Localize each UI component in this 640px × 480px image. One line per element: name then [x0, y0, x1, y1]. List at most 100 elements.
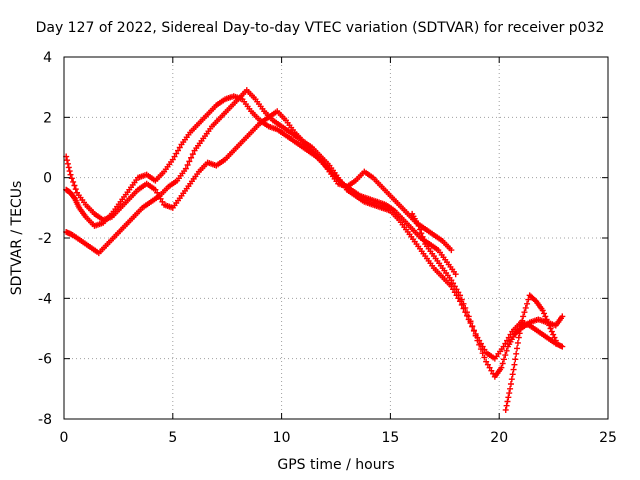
- data-point: [519, 317, 526, 324]
- data-point: [476, 341, 483, 348]
- data-point: [186, 158, 193, 165]
- data-point: [64, 160, 71, 167]
- data-point: [460, 300, 467, 307]
- data-point: [515, 334, 522, 341]
- data-point: [472, 332, 479, 339]
- series-track-1: [63, 93, 455, 254]
- data-point: [68, 175, 75, 182]
- data-point: [559, 313, 566, 320]
- data-point: [500, 356, 507, 363]
- data-point: [188, 154, 195, 161]
- x-tick-label: 0: [60, 430, 69, 446]
- data-point: [184, 161, 191, 168]
- data-point: [483, 358, 490, 365]
- y-tick-label: -2: [38, 231, 52, 247]
- data-point: [458, 296, 465, 303]
- data-point: [508, 376, 515, 383]
- y-tick-label: 0: [43, 171, 52, 187]
- data-point: [159, 198, 166, 205]
- x-axis-label: GPS time / hours: [277, 457, 395, 473]
- data-point: [504, 337, 511, 344]
- data-point: [448, 277, 455, 284]
- data-point: [524, 300, 531, 307]
- x-tick-label: 15: [381, 430, 399, 446]
- data-point: [175, 147, 182, 154]
- data-point: [455, 289, 462, 296]
- data-point: [72, 186, 79, 193]
- series-track-3: [63, 108, 566, 362]
- y-tick-label: -6: [38, 352, 52, 368]
- data-point: [152, 186, 159, 193]
- data-point: [71, 182, 78, 189]
- data-point: [169, 156, 176, 163]
- y-tick-label: -8: [38, 412, 52, 428]
- data-point: [182, 165, 189, 172]
- data-point: [502, 406, 509, 413]
- data-point: [66, 168, 73, 175]
- x-tick-label: 5: [168, 430, 177, 446]
- x-tick-label: 20: [490, 430, 508, 446]
- data-point: [455, 295, 462, 302]
- data-point: [548, 328, 555, 335]
- data-point: [154, 189, 161, 196]
- data-point: [415, 222, 422, 229]
- data-point: [419, 233, 426, 240]
- data-point: [503, 347, 510, 354]
- data-point: [451, 283, 458, 290]
- data-point: [70, 178, 77, 185]
- data-point: [542, 313, 549, 320]
- data-point: [189, 151, 196, 158]
- data-point: [513, 350, 520, 357]
- data-point: [504, 398, 511, 405]
- data-point: [176, 144, 183, 151]
- data-point: [481, 354, 488, 361]
- data-point: [541, 310, 548, 317]
- data-point: [518, 321, 525, 328]
- series-track-2: [63, 87, 459, 278]
- data-point: [457, 292, 464, 299]
- data-point: [469, 323, 476, 330]
- data-point: [64, 157, 71, 164]
- data-point: [486, 364, 493, 371]
- data-point: [462, 304, 469, 311]
- data-point: [71, 194, 78, 201]
- data-point: [514, 339, 521, 346]
- data-point: [543, 316, 550, 323]
- data-point: [520, 313, 527, 320]
- data-point: [550, 331, 557, 338]
- data-point: [517, 326, 524, 333]
- data-point: [418, 230, 425, 237]
- data-point: [514, 345, 521, 352]
- data-point: [546, 322, 553, 329]
- data-point: [479, 350, 486, 357]
- data-point: [416, 226, 423, 233]
- data-point: [507, 381, 514, 388]
- data-point: [499, 360, 506, 367]
- data-point: [477, 346, 484, 353]
- data-point: [484, 361, 491, 368]
- data-point: [559, 343, 566, 350]
- data-point: [463, 309, 470, 316]
- data-point: [448, 247, 455, 254]
- data-point: [551, 334, 558, 341]
- axis-ticks: 0 5 10 15 20 25 -8 -6 -4 -2 0 2 4: [38, 50, 617, 446]
- data-point: [488, 367, 495, 374]
- data-point: [506, 390, 513, 397]
- data-point: [155, 192, 162, 199]
- data-point: [503, 402, 510, 409]
- series-track-4: [409, 210, 566, 380]
- x-tick-label: 10: [273, 430, 291, 446]
- y-axis-label: SDTVAR / TECUs: [9, 180, 25, 296]
- data-point: [509, 371, 516, 378]
- chart-title: Day 127 of 2022, Sidereal Day-to-day VTE…: [35, 20, 605, 36]
- data-point: [511, 361, 518, 368]
- data-point: [507, 385, 514, 392]
- x-tick-label: 25: [599, 430, 617, 446]
- data-point: [525, 296, 532, 303]
- data-point: [470, 327, 477, 334]
- data-point: [547, 325, 554, 332]
- grid-lines: [64, 57, 608, 419]
- data-point: [157, 195, 164, 202]
- data-point: [552, 337, 559, 344]
